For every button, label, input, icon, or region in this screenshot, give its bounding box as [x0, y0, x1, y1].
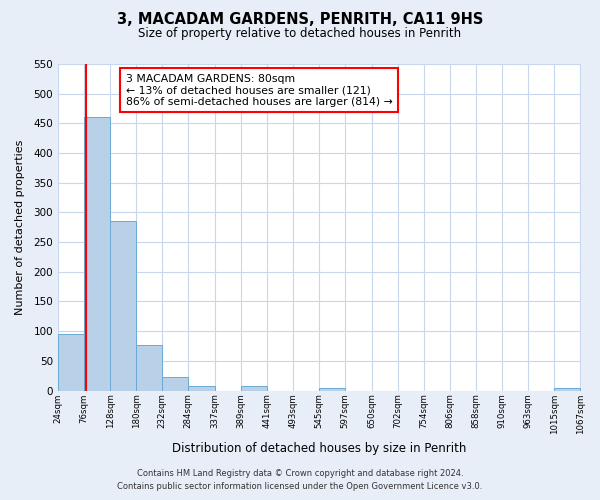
Bar: [188, 386, 215, 390]
Y-axis label: Number of detached properties: Number of detached properties: [15, 140, 25, 315]
Bar: [319, 388, 345, 390]
Bar: [241, 386, 267, 390]
X-axis label: Distribution of detached houses by size in Penrith: Distribution of detached houses by size …: [172, 442, 466, 455]
Text: Contains HM Land Registry data © Crown copyright and database right 2024.
Contai: Contains HM Land Registry data © Crown c…: [118, 470, 482, 491]
Bar: [84, 118, 110, 390]
Bar: [58, 334, 84, 390]
Bar: [162, 378, 188, 390]
Bar: [554, 388, 580, 390]
Text: Size of property relative to detached houses in Penrith: Size of property relative to detached ho…: [139, 28, 461, 40]
Bar: [110, 222, 136, 390]
Text: 3, MACADAM GARDENS, PENRITH, CA11 9HS: 3, MACADAM GARDENS, PENRITH, CA11 9HS: [117, 12, 483, 28]
Text: 3 MACADAM GARDENS: 80sqm
← 13% of detached houses are smaller (121)
86% of semi-: 3 MACADAM GARDENS: 80sqm ← 13% of detach…: [126, 74, 392, 107]
Bar: [136, 345, 162, 391]
